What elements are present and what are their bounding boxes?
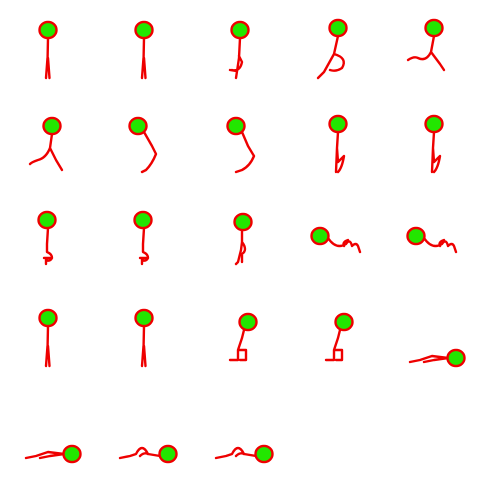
sprite-frame-3 (192, 0, 288, 96)
sprite-frame-17 (96, 288, 192, 384)
sprite-frame-6 (0, 96, 96, 192)
figure-head (254, 444, 274, 464)
figure-head (134, 308, 154, 328)
stick-figure-kneel-low (233, 212, 253, 266)
figure-head (37, 210, 57, 230)
stick-figure-sit (228, 312, 258, 362)
figure-body (138, 226, 150, 266)
sprite-frame-15 (384, 192, 480, 288)
stick-figure-bend-forward (128, 116, 158, 174)
figure-body (140, 324, 147, 368)
figure-head (328, 18, 348, 38)
sprite-frame-23 (192, 384, 288, 480)
sprite-frame-12 (96, 192, 192, 288)
stick-figure-lying-leg-up (118, 444, 178, 464)
figure-body (334, 130, 346, 174)
figure-head (424, 18, 444, 38)
sprite-frame-2 (96, 0, 192, 96)
stick-figure-stand (38, 20, 58, 80)
figure-head (328, 114, 348, 134)
stick-figure-stand (134, 20, 154, 80)
figure-body (316, 34, 345, 80)
figure-head (158, 444, 178, 464)
figure-body (228, 328, 248, 362)
stick-figure-crawl (406, 226, 458, 254)
figure-head (446, 348, 466, 368)
stick-figure-crawl (310, 226, 362, 254)
figure-head (42, 116, 62, 136)
sprite-frame-7 (96, 96, 192, 192)
figure-body (228, 36, 244, 80)
sprite-frame-16 (0, 288, 96, 384)
figure-body (214, 446, 258, 460)
figure-body (118, 446, 162, 460)
sprite-frame-5 (384, 0, 480, 96)
stick-figure-kneel (133, 210, 153, 266)
sprite-frame-13 (192, 192, 288, 288)
sprite-frame-8 (192, 96, 288, 192)
figure-head (133, 210, 153, 230)
stick-figure-stand (134, 308, 154, 368)
figure-body (140, 130, 158, 174)
figure-head (238, 312, 258, 332)
stick-figure-knee-raise (328, 114, 348, 174)
sprite-frame-20 (384, 288, 480, 384)
figure-head (38, 308, 58, 328)
figure-head (128, 116, 148, 136)
figure-head (233, 212, 253, 232)
figure-body (430, 130, 442, 174)
stick-figure-stand (38, 308, 58, 368)
figure-body (24, 450, 66, 460)
figure-head (62, 444, 82, 464)
figure-body (408, 354, 450, 364)
sprite-frame-11 (0, 192, 96, 288)
figure-body (140, 36, 147, 80)
sprite-frame-14 (288, 192, 384, 288)
figure-head (226, 116, 246, 136)
figure-head (334, 312, 354, 332)
figure-body (44, 324, 51, 368)
stick-figure-kneel (37, 210, 57, 266)
stick-figure-lunge (316, 18, 348, 80)
figure-body (422, 236, 458, 254)
stick-figure-bend-forward-deep (226, 116, 256, 174)
figure-head (38, 20, 58, 40)
sprite-frame-10 (384, 96, 480, 192)
figure-body (234, 228, 247, 266)
stick-figure-stagger-left (28, 116, 64, 172)
sprite-frame-4 (288, 0, 384, 96)
sprite-frame-18 (192, 288, 288, 384)
sprite-frame-21 (0, 384, 96, 480)
figure-body (44, 36, 51, 80)
figure-body (326, 236, 362, 254)
stick-figure-crouch-jump (406, 18, 446, 72)
figure-head (424, 114, 444, 134)
stick-figure-sit (324, 312, 354, 362)
stick-figure-knee-raise (424, 114, 444, 174)
figure-head (310, 226, 330, 246)
sprite-frame-1 (0, 0, 96, 96)
figure-body (234, 130, 256, 174)
stick-figure-lying-leg-up (214, 444, 274, 464)
figure-head (230, 20, 250, 40)
sprite-frame-9 (288, 96, 384, 192)
figure-head (406, 226, 426, 246)
figure-body (324, 328, 344, 362)
sprite-frame-22 (96, 384, 192, 480)
stick-figure-step-knee-up (228, 20, 250, 80)
figure-body (406, 34, 446, 72)
figure-head (134, 20, 154, 40)
figure-body (28, 132, 64, 172)
sprite-frame-19 (288, 288, 384, 384)
figure-body (42, 226, 54, 266)
stick-figure-lying (408, 348, 466, 368)
stick-figure-lying (24, 444, 82, 464)
